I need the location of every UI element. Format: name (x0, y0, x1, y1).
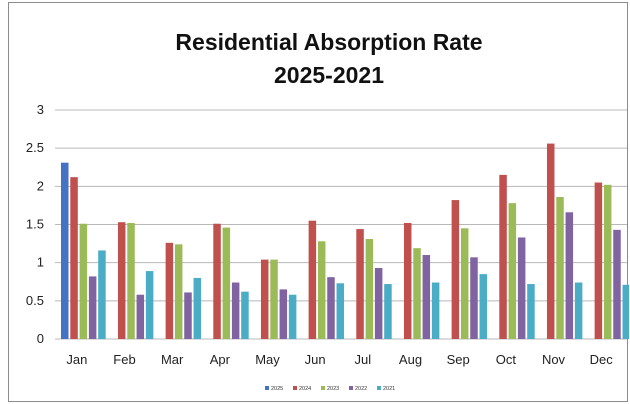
legend-label: 2024 (299, 386, 311, 392)
legend-label: 2022 (355, 386, 367, 392)
bar-2024-sep (451, 200, 460, 339)
chart-canvas: Residential Absorption Rate 2025-2021 00… (26, 29, 629, 392)
bar-2023-mar (174, 244, 183, 339)
bar-2025-jan (61, 162, 69, 339)
x-tick-label: Feb (113, 352, 135, 367)
bar-2021-oct (527, 284, 535, 339)
legend-label: 2023 (327, 386, 339, 392)
bar-2022-jun (327, 277, 335, 339)
bar-2023-sep (460, 228, 469, 339)
bar-2023-aug (413, 248, 421, 339)
bar-2024-jul (356, 229, 364, 339)
x-tick-label: Jun (305, 352, 326, 367)
x-tick-label: Aug (399, 352, 422, 367)
legend-label: 2025 (271, 386, 283, 392)
bar-2021-nov (574, 282, 583, 339)
x-tick-label: Sep (447, 352, 470, 367)
bar-2024-may (260, 259, 269, 339)
legend-swatch (321, 386, 325, 390)
bar-2024-apr (213, 223, 221, 339)
bar-2022-dec (613, 229, 621, 339)
bar-2022-aug (422, 255, 431, 339)
legend-swatch (293, 386, 297, 390)
bar-2024-mar (165, 242, 174, 339)
bar-2021-jan (98, 250, 106, 339)
bar-2022-may (279, 289, 288, 339)
x-tick-label: Jul (355, 352, 372, 367)
bar-2023-may (270, 259, 278, 339)
legend-swatch (265, 386, 269, 390)
x-tick-label: May (255, 352, 280, 367)
bar-2021-mar (193, 277, 202, 339)
legend-label: 2021 (383, 386, 395, 392)
bar-2023-jul (365, 239, 374, 339)
bar-2023-oct (508, 203, 517, 339)
bar-2023-dec (603, 184, 612, 339)
bar-2021-feb (145, 271, 154, 339)
bar-2023-nov (556, 197, 564, 339)
bar-2021-sep (479, 274, 488, 339)
bar-2021-apr (241, 291, 249, 339)
bar-2024-dec (594, 182, 603, 339)
x-tick-label: Dec (590, 352, 614, 367)
bar-2022-mar (184, 292, 192, 339)
bar-2021-may (288, 294, 297, 339)
bar-2022-feb (136, 294, 145, 339)
bar-2022-apr (231, 282, 240, 339)
y-tick-label: 3 (37, 102, 44, 117)
bar-2023-jan (79, 223, 88, 339)
x-tick-label: Jan (66, 352, 87, 367)
bar-2024-aug (403, 222, 412, 339)
bar-2023-jun (317, 241, 326, 339)
legend-swatch (377, 386, 381, 390)
bar-2024-nov (546, 143, 555, 339)
x-tick-label: Mar (161, 352, 184, 367)
x-tick-label: Nov (542, 352, 566, 367)
bars-group (61, 143, 629, 339)
bar-2023-feb (127, 222, 135, 339)
bar-2022-sep (470, 257, 478, 339)
chart-title: Residential Absorption Rate (175, 29, 482, 55)
y-tick-label: 0.5 (26, 293, 44, 308)
legend: 2025 2024 2023 2022 2021 (265, 386, 395, 392)
bar-2021-aug (431, 282, 440, 339)
bar-2022-nov (565, 212, 574, 339)
x-tick-label: Oct (496, 352, 517, 367)
y-axis-ticks: 0 0.5 1 1.5 2 2.5 3 (26, 102, 44, 346)
bar-2022-jul (374, 268, 383, 339)
bar-2021-jun (336, 283, 345, 339)
bar-2024-jan (70, 177, 78, 339)
y-tick-label: 2.5 (26, 140, 44, 155)
y-tick-label: 0 (37, 331, 44, 346)
bar-2021-dec (622, 284, 629, 339)
bar-2022-jan (88, 276, 97, 339)
y-tick-label: 2 (37, 178, 44, 193)
bar-2021-jul (384, 284, 392, 339)
x-tick-label: Apr (210, 352, 231, 367)
bar-2023-apr (222, 227, 231, 339)
bar-2024-oct (499, 174, 507, 339)
y-tick-label: 1 (37, 255, 44, 270)
y-tick-label: 1.5 (26, 217, 44, 232)
bar-2022-oct (517, 237, 526, 339)
bar-2024-jun (308, 220, 317, 339)
bar-2024-feb (117, 222, 126, 339)
x-axis-ticks: Jan Feb Mar Apr May Jun Jul Aug Sep Oct Nov Dec (66, 352, 613, 367)
legend-swatch (349, 386, 353, 390)
chart-subtitle: 2025-2021 (274, 62, 384, 88)
